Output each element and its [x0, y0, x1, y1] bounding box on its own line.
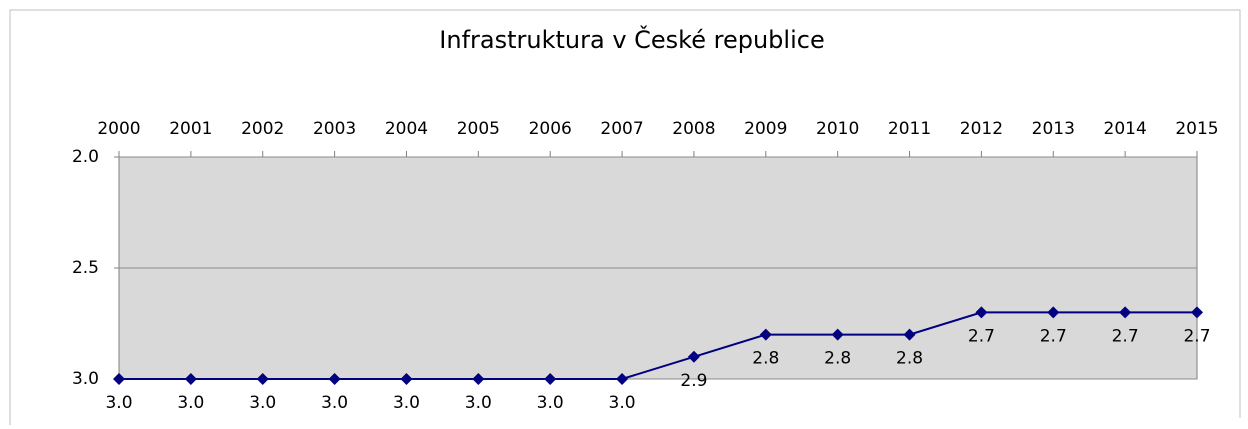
x-tick-label: 2009: [744, 119, 787, 139]
data-label: 2.7: [1040, 326, 1067, 346]
data-label: 2.8: [752, 349, 779, 369]
marker: [759, 328, 772, 341]
marker: [687, 350, 700, 363]
chart-title: Infrastruktura v České republice: [439, 24, 824, 54]
x-tick-label: 2010: [816, 119, 859, 139]
x-tick-label: 2008: [672, 119, 715, 139]
data-label: 2.8: [824, 349, 851, 369]
marker: [256, 373, 269, 385]
x-tick-label: 2001: [169, 119, 212, 139]
marker: [544, 373, 557, 385]
x-tick-label: 2006: [529, 119, 572, 139]
x-tick-label: 2014: [1104, 119, 1147, 139]
x-tick-label: 2013: [1032, 119, 1075, 139]
marker: [472, 373, 485, 385]
marker: [903, 328, 916, 341]
x-tick-label: 2012: [960, 119, 1003, 139]
marker: [616, 373, 629, 385]
y-tick-label: 2.0: [72, 147, 99, 167]
marker: [113, 373, 125, 385]
data-label: 3.0: [393, 393, 420, 413]
x-tick-label: 2011: [888, 119, 931, 139]
marker: [1119, 306, 1132, 319]
data-label: 3.0: [105, 393, 132, 413]
data-label: 2.8: [896, 349, 923, 369]
data-label: 3.0: [249, 393, 276, 413]
marker: [975, 306, 988, 319]
x-tick-label: 2005: [457, 119, 500, 139]
data-label: 3.0: [321, 393, 348, 413]
y-tick-label: 2.5: [72, 258, 99, 278]
x-tick-label: 2015: [1175, 119, 1218, 139]
data-label: 3.0: [465, 393, 492, 413]
x-tick-label: 2003: [313, 119, 356, 139]
data-label: 2.7: [1183, 326, 1210, 346]
data-label: 2.7: [1112, 326, 1139, 346]
chart-frame: [9, 9, 1241, 425]
marker: [831, 328, 844, 341]
data-label: 2.9: [680, 371, 707, 391]
x-tick-label: 2004: [385, 119, 428, 139]
data-label: 3.0: [537, 393, 564, 413]
data-label: 3.0: [177, 393, 204, 413]
x-tick-label: 2002: [241, 119, 284, 139]
data-label: 3.0: [609, 393, 636, 413]
marker: [184, 373, 197, 385]
marker: [1047, 306, 1060, 319]
marker: [400, 373, 413, 385]
x-tick-label: 2007: [600, 119, 643, 139]
series-line: [119, 311, 1197, 380]
marker: [1191, 306, 1203, 319]
y-tick-label: 3.0: [72, 369, 99, 389]
data-label: 2.7: [968, 326, 995, 346]
x-tick-label: 2000: [97, 119, 140, 139]
marker: [328, 373, 341, 385]
